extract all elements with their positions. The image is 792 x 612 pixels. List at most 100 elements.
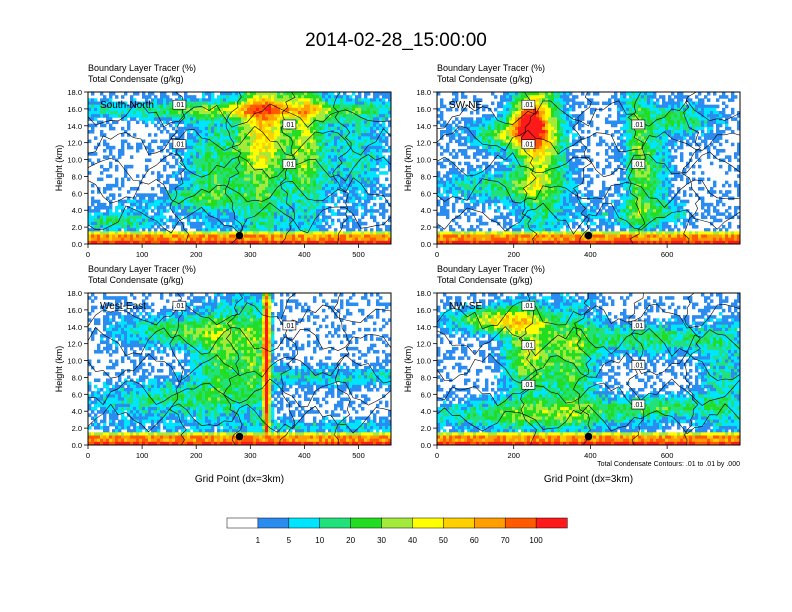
heatmap-cell: [148, 206, 152, 210]
heatmap-cell: [334, 152, 338, 156]
heatmap-cell: [232, 190, 236, 194]
heatmap-cell: [340, 190, 344, 194]
contour-label-box: [172, 99, 187, 110]
heatmap-cell: [196, 174, 200, 178]
heatmap-cell: [488, 120, 492, 125]
heatmap-cell: [208, 117, 212, 121]
heatmap-cell: [106, 117, 110, 121]
heatmap-cell: [142, 117, 146, 121]
heatmap-cell: [235, 196, 239, 201]
heatmap-cell: [226, 215, 230, 220]
heatmap-cell: [247, 117, 251, 121]
heatmap-cell: [160, 101, 164, 106]
heatmap-cell: [280, 92, 284, 96]
heatmap-cell: [277, 155, 281, 159]
heatmap-cell: [172, 111, 176, 115]
heatmap-cell: [190, 133, 194, 137]
heatmap-cell: [124, 215, 128, 220]
heatmap-cell: [229, 107, 233, 112]
heatmap-cell: [277, 212, 281, 216]
heatmap-cell: [635, 104, 639, 109]
heatmap-cell: [154, 231, 158, 235]
heatmap-cell: [271, 158, 275, 163]
heatmap-cell: [223, 240, 227, 244]
heatmap-cell: [295, 98, 299, 102]
heatmap-cell: [346, 218, 350, 223]
heatmap-cell: [274, 212, 278, 216]
heatmap-cell: [659, 104, 663, 109]
heatmap-cell: [319, 136, 323, 140]
heatmap-cell: [674, 114, 678, 118]
heatmap-cell: [226, 212, 230, 216]
heatmap-cell: [367, 158, 371, 163]
heatmap-cell: [160, 139, 164, 144]
heatmap-cell: [382, 92, 386, 96]
heatmap-cell: [298, 209, 302, 213]
heatmap-cell: [373, 95, 377, 99]
heatmap-cell: [437, 114, 441, 118]
heatmap-cell: [175, 183, 179, 188]
heatmap-cell: [226, 104, 230, 109]
heatmap-cell: [641, 111, 645, 115]
heatmap-cell: [307, 98, 311, 102]
heatmap-cell: [367, 117, 371, 121]
heatmap-cell: [124, 168, 128, 172]
heatmap-cell: [617, 120, 621, 125]
heatmap-cell: [253, 98, 257, 102]
heatmap-cell: [226, 190, 230, 194]
contour-label-box: [172, 139, 187, 150]
heatmap-cell: [605, 120, 609, 125]
heatmap-cell: [253, 228, 257, 232]
heatmap-cell: [563, 107, 567, 112]
heatmap-cell: [187, 149, 191, 153]
heatmap-cell: [295, 158, 299, 163]
heatmap-cell: [361, 133, 365, 137]
heatmap-cell: [127, 123, 131, 128]
heatmap-cell: [187, 126, 191, 131]
heatmap-cell: [370, 193, 374, 197]
heatmap-cell: [343, 174, 347, 178]
heatmap-cell: [217, 117, 221, 121]
heatmap-cell: [217, 177, 221, 182]
heatmap-cell: [665, 111, 669, 115]
heatmap-cell: [172, 196, 176, 201]
heatmap-cell: [620, 92, 624, 96]
heatmap-cell: [322, 183, 326, 188]
heatmap-cell: [211, 209, 215, 213]
heatmap-cell: [250, 149, 254, 153]
heatmap-cell: [313, 228, 317, 232]
heatmap-cell: [91, 190, 95, 194]
heatmap-cell: [277, 107, 281, 112]
heatmap-cell: [274, 168, 278, 172]
heatmap-cell: [370, 139, 374, 144]
heatmap-cell: [205, 196, 209, 201]
heatmap-cell: [259, 92, 263, 96]
heatmap-cell: [202, 111, 206, 115]
heatmap-cell: [241, 136, 245, 140]
heatmap-cell: [307, 155, 311, 159]
heatmap-cell: [650, 104, 654, 109]
heatmap-cell: [229, 104, 233, 109]
heatmap-cell: [734, 117, 738, 121]
heatmap-cell: [265, 133, 269, 137]
heatmap-cell: [689, 120, 693, 125]
heatmap-cell: [623, 104, 627, 109]
heatmap-cell: [364, 92, 368, 96]
heatmap-cell: [178, 126, 182, 131]
heatmap-cell: [169, 111, 173, 115]
heatmap-cell: [175, 215, 179, 220]
heatmap-cell: [370, 136, 374, 140]
heatmap-cell: [364, 123, 368, 128]
heatmap-cell: [722, 111, 726, 115]
heatmap-cell: [370, 177, 374, 182]
heatmap-cell: [124, 212, 128, 216]
heatmap-cell: [265, 123, 269, 128]
heatmap-cell: [331, 152, 335, 156]
heatmap-cell: [274, 218, 278, 223]
heatmap-cell: [494, 126, 498, 131]
heatmap-cell: [286, 187, 290, 191]
heatmap-cell: [157, 231, 161, 235]
heatmap-cell: [722, 114, 726, 118]
heatmap-cell: [343, 104, 347, 109]
heatmap-cell: [343, 149, 347, 153]
